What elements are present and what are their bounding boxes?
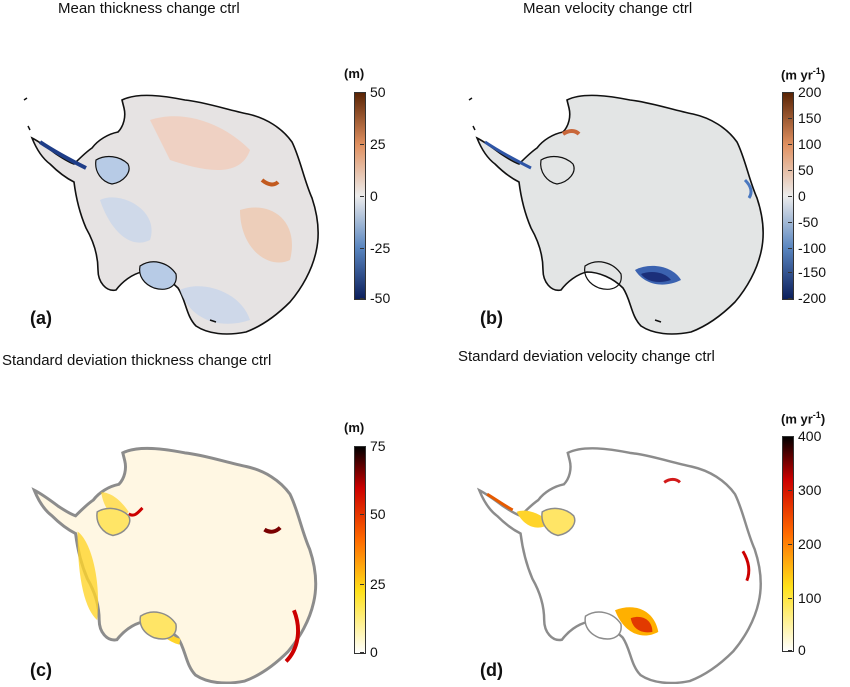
tick-label: 300 [788, 482, 840, 498]
panel-label: (b) [480, 308, 503, 328]
unit-superscript: -1 [812, 66, 821, 76]
tick-label: -50 [788, 214, 840, 230]
tick-label: 50 [788, 162, 840, 178]
panel-c: Standard deviation thickness change ctrl… [0, 344, 425, 687]
tick-label: 25 [360, 576, 412, 592]
tick-label: 150 [788, 110, 840, 126]
tick-label: 0 [788, 188, 840, 204]
unit-prefix: (m yr [781, 411, 813, 427]
colorbar-c [354, 446, 366, 654]
tick-label: -25 [360, 240, 412, 256]
tick-label: 0 [788, 642, 840, 658]
tick-label: 50 [360, 84, 412, 100]
colorbar-unit: (m yr-1) [781, 66, 825, 82]
antarctica-map-b [468, 94, 764, 335]
panel-d: Standard deviation velocity change ctrl … [425, 344, 850, 687]
colorbar-unit: (m) [344, 66, 365, 81]
unit-suffix: ) [820, 67, 826, 83]
tick-label: 400 [788, 428, 840, 444]
tick-label: -150 [788, 264, 840, 280]
tick-label: -100 [788, 240, 840, 256]
tick-label: 75 [360, 438, 412, 454]
antarctica-map-d [478, 447, 762, 684]
tick-label: 0 [360, 188, 412, 204]
panel-b: Mean velocity change ctrl (m yr-1) 200 1… [425, 0, 850, 343]
unit-superscript: -1 [812, 410, 821, 420]
panel-title: Standard deviation thickness change ctrl [2, 352, 272, 369]
antarctica-map-c [32, 446, 318, 684]
tick-label: -200 [788, 290, 840, 306]
panel-title: Standard deviation velocity change ctrl [458, 348, 715, 365]
colorbar-unit: (m yr-1) [781, 410, 825, 426]
panel-title: Mean thickness change ctrl [58, 0, 240, 17]
tick-label: 50 [360, 506, 412, 522]
tick-label: 100 [788, 590, 840, 606]
tick-label: -50 [360, 290, 412, 306]
panel-label: (a) [30, 308, 52, 328]
tick-label: 200 [788, 536, 840, 552]
unit-suffix: ) [820, 411, 826, 427]
tick-label: 0 [360, 644, 412, 660]
tick-label: 100 [788, 136, 840, 152]
antarctica-map-a [23, 94, 319, 335]
tick-label: 25 [360, 136, 412, 152]
panel-a: Mean thickness change ctrl (m) 50 25 0 -… [0, 0, 425, 343]
unit-prefix: (m yr [781, 67, 813, 83]
panel-title: Mean velocity change ctrl [523, 0, 693, 17]
panel-label: (c) [30, 660, 52, 680]
tick-label: 200 [788, 84, 840, 100]
panel-label: (d) [480, 660, 503, 680]
colorbar-unit: (m) [344, 420, 365, 435]
